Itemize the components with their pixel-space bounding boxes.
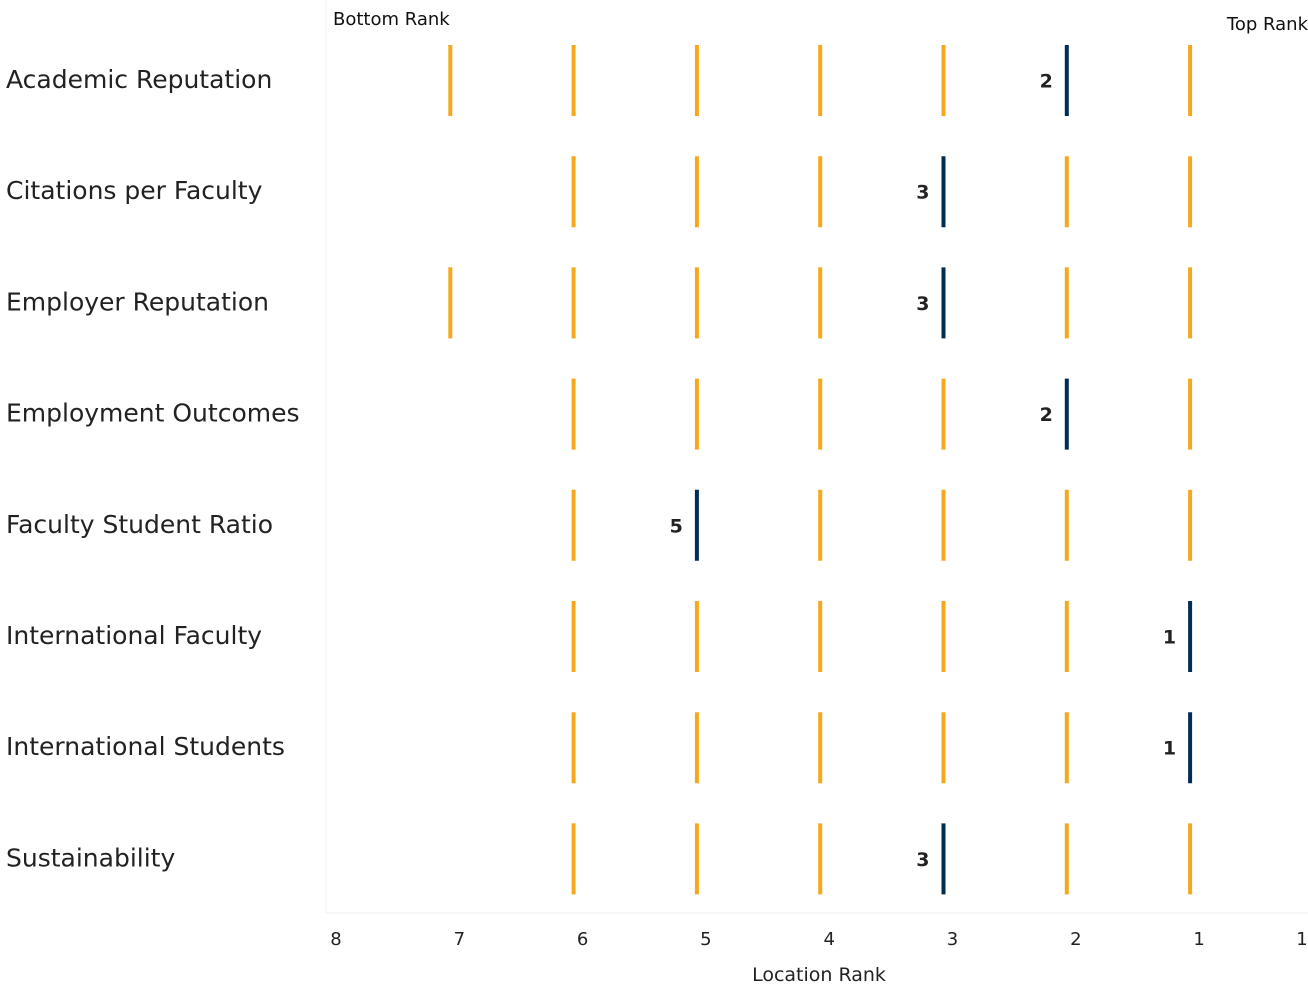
chart-rows: Academic Reputation 2 Citations per Facult… — [6, 45, 1193, 895]
row-category-label: Academic Reputation — [6, 65, 272, 94]
chart-row: International Faculty 1 — [6, 601, 1193, 672]
highlight-rank-label: 3 — [916, 182, 929, 204]
x-tick-label: 4 — [823, 929, 834, 950]
highlight-rank-label: 5 — [670, 515, 683, 537]
chart-row: Employment Outcomes 2 — [6, 378, 1193, 450]
highlight-rank-label: 1 — [1163, 627, 1176, 649]
row-category-label: Faculty Student Ratio — [6, 510, 273, 539]
highlight-rank-label: 3 — [916, 849, 929, 871]
chart-row: Citations per Faculty 3 — [6, 156, 1193, 228]
row-category-label: Employer Reputation — [6, 287, 269, 316]
corner-label-top-rank: Top Rank — [1226, 14, 1308, 35]
highlight-rank-label: 1 — [1163, 738, 1176, 760]
x-tick-label: 5 — [700, 929, 711, 950]
chart-row: Employer Reputation 3 — [6, 267, 1193, 339]
x-tick-label: 8 — [330, 929, 341, 950]
row-category-label: International Students — [6, 732, 285, 761]
x-tick-label: 1 — [1296, 929, 1307, 950]
x-tick-label: 1 — [1193, 929, 1204, 950]
x-tick-label: 7 — [454, 929, 465, 950]
x-axis-title: Location Rank — [752, 964, 886, 986]
x-tick-label: 6 — [577, 929, 588, 950]
row-category-label: International Faculty — [6, 621, 262, 650]
chart-row: Sustainability 3 — [6, 823, 1193, 895]
highlight-rank-label: 2 — [1040, 404, 1053, 426]
highlight-rank-label: 3 — [916, 293, 929, 315]
row-category-label: Citations per Faculty — [6, 176, 263, 205]
row-category-label: Sustainability — [6, 843, 175, 872]
highlight-rank-label: 2 — [1040, 71, 1053, 93]
x-axis-ticks: 8 7 6 5 4 3 2 1 1 — [330, 929, 1307, 950]
chart-row: Faculty Student Ratio 5 — [6, 489, 1193, 561]
x-tick-label: 2 — [1070, 929, 1081, 950]
x-tick-label: 3 — [947, 929, 958, 950]
chart-row: Academic Reputation 2 — [6, 45, 1193, 116]
row-category-label: Employment Outcomes — [6, 399, 300, 428]
corner-label-bottom-rank: Bottom Rank — [333, 9, 450, 30]
chart-row: International Students 1 — [6, 712, 1193, 784]
